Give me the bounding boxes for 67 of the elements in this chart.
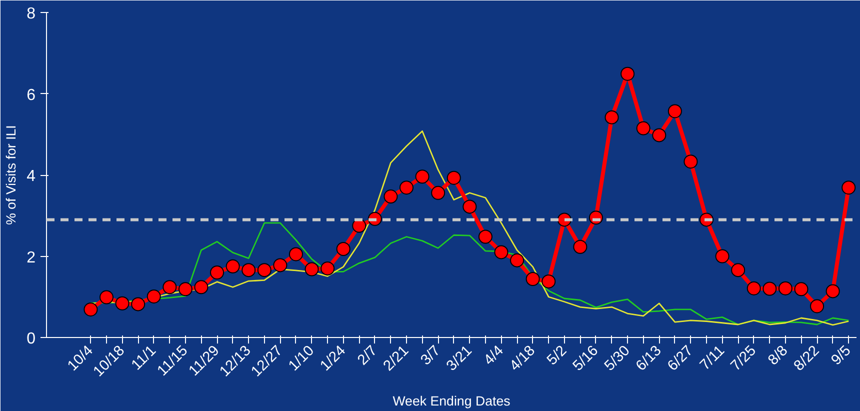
x-tick-label: 5/16 <box>570 342 602 374</box>
point <box>842 180 856 195</box>
x-tick-label: 6/13 <box>633 342 665 374</box>
point <box>604 110 619 124</box>
x-tick-label: 8/8 <box>765 342 792 369</box>
x-tick-label: 2/21 <box>380 342 412 374</box>
point <box>478 230 492 244</box>
x-tick-label: 7/11 <box>697 342 728 374</box>
point <box>668 104 682 118</box>
point <box>210 266 224 280</box>
point <box>131 297 146 312</box>
x-tick-label: 5/30 <box>602 342 634 374</box>
point <box>257 263 272 278</box>
point <box>715 249 730 264</box>
point <box>336 242 350 256</box>
point <box>162 280 177 294</box>
point <box>84 302 98 316</box>
point <box>762 282 777 296</box>
point <box>273 258 288 272</box>
point <box>794 282 808 296</box>
point <box>510 253 524 268</box>
point <box>526 272 540 286</box>
point <box>573 240 588 254</box>
point <box>462 200 477 214</box>
point <box>731 263 746 278</box>
y-tick-label: 6 <box>26 86 36 104</box>
point <box>636 121 650 136</box>
point <box>384 190 398 204</box>
x-tick-label: 3/21 <box>444 342 476 374</box>
point <box>178 282 192 296</box>
x-tick-label: 4/4 <box>481 342 507 369</box>
x-tick-label: 8/22 <box>791 342 823 374</box>
point <box>494 245 508 260</box>
point <box>431 186 446 200</box>
point <box>352 218 366 233</box>
point <box>684 154 698 169</box>
y-tick-label: 4 <box>26 168 36 185</box>
point <box>542 274 556 288</box>
y-tick-label: 8 <box>26 6 36 22</box>
point <box>320 261 335 276</box>
point <box>810 299 824 314</box>
x-tick-label: 3/7 <box>418 342 444 369</box>
point <box>100 290 114 304</box>
point <box>304 262 319 276</box>
y-tick-label: 2 <box>26 249 36 266</box>
point <box>620 66 635 81</box>
point <box>115 296 130 310</box>
point <box>746 281 761 296</box>
point <box>778 281 792 296</box>
point <box>226 259 240 274</box>
point <box>652 128 666 142</box>
x-tick-label: 9/5 <box>828 342 854 369</box>
x-tick-label: 2/7 <box>354 342 381 369</box>
point <box>826 284 840 298</box>
point <box>446 170 461 185</box>
x-axis-title: Week Ending Dates <box>392 394 511 409</box>
point <box>288 247 303 262</box>
x-tick-label: 4/18 <box>506 342 538 374</box>
point <box>400 180 414 195</box>
x-tick-label: 5/2 <box>544 342 570 369</box>
y-tick-label: 0 <box>26 330 36 348</box>
point <box>194 280 208 294</box>
x-tick-label: 7/25 <box>728 342 760 374</box>
y-axis-title: % of Visits for ILI <box>4 125 19 225</box>
point <box>146 289 161 304</box>
point <box>242 263 256 278</box>
point <box>415 170 430 184</box>
